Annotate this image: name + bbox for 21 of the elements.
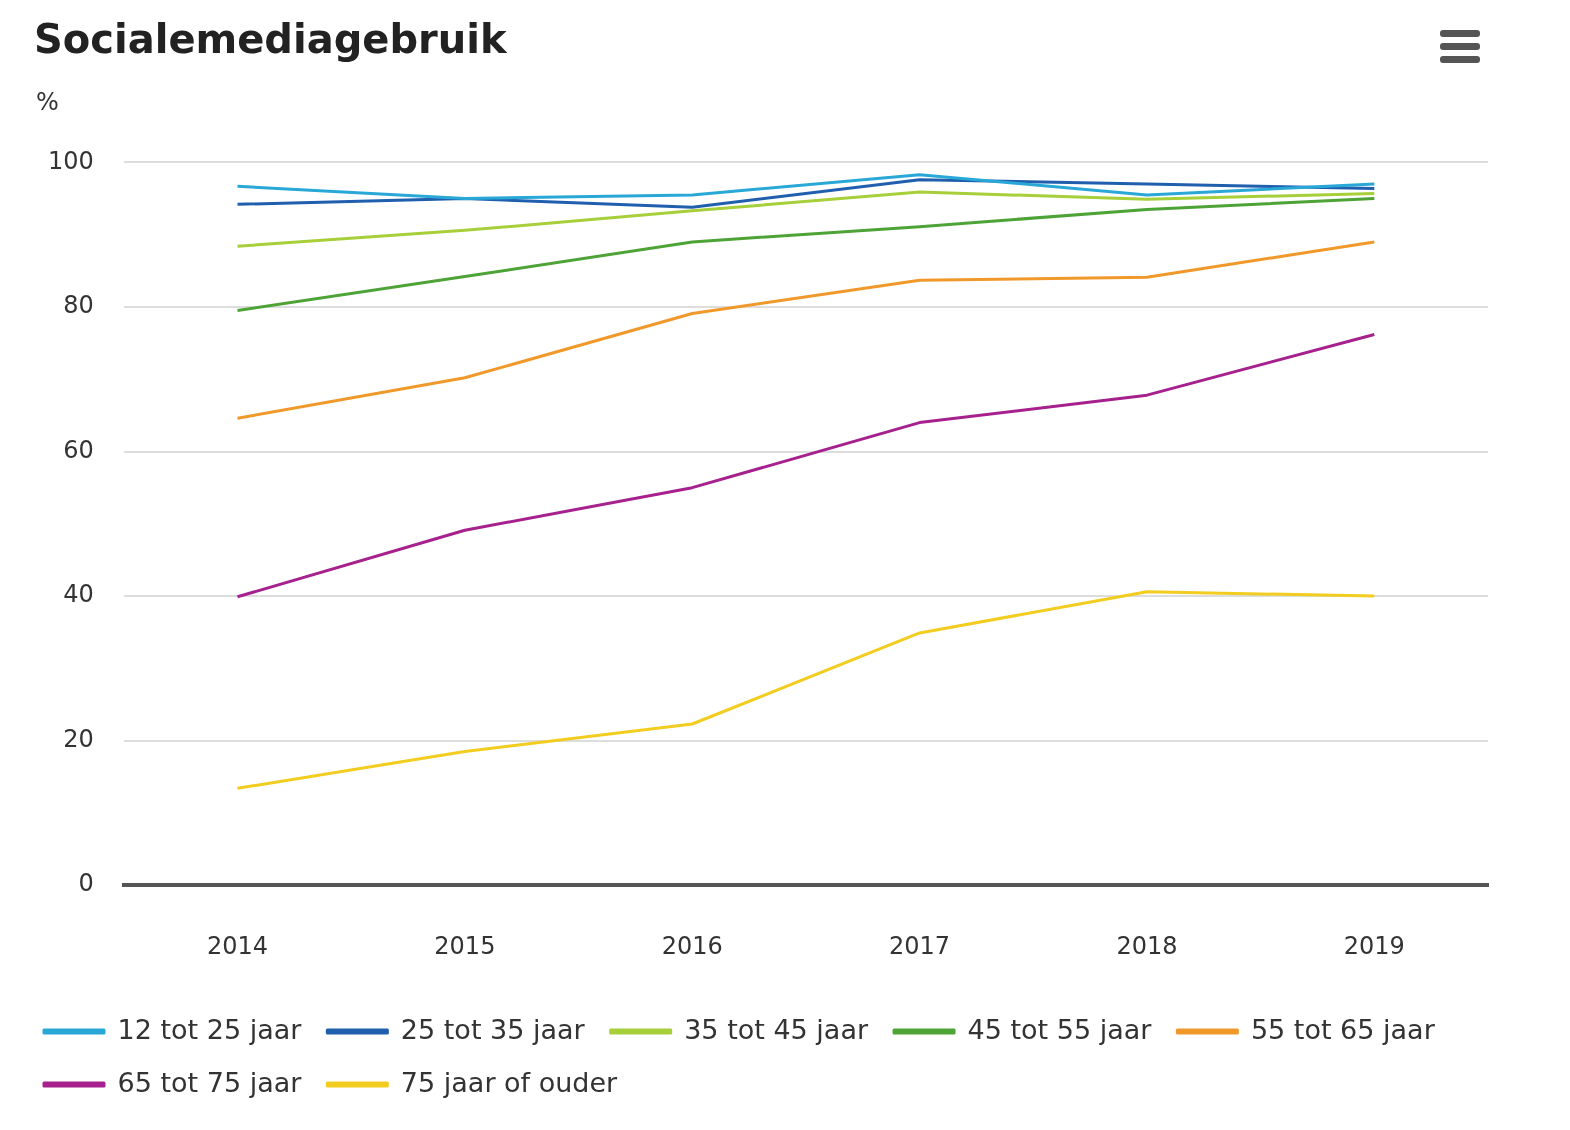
chart-title: Socialemediagebruik <box>34 16 507 62</box>
x-tick-label: 2015 <box>434 931 496 960</box>
y-tick-label: 20 <box>63 724 94 753</box>
y-axis-title: % <box>36 88 59 116</box>
y-tick-label: 100 <box>48 146 94 175</box>
x-tick-label: 2018 <box>1116 931 1178 960</box>
legend-label: 35 tot 45 jaar <box>684 1013 869 1045</box>
legend-label: 45 tot 55 jaar <box>967 1013 1153 1045</box>
legend-label: 55 tot 65 jaar <box>1250 1013 1436 1045</box>
x-tick-label: 2017 <box>889 931 951 960</box>
legend-label: 12 tot 25 jaar <box>117 1013 303 1045</box>
y-tick-label: 40 <box>63 580 94 609</box>
y-tick-label: 60 <box>63 435 94 464</box>
x-tick-label: 2019 <box>1343 931 1405 960</box>
x-tick-label: 2014 <box>206 931 269 960</box>
y-tick-label: 0 <box>78 869 94 898</box>
legend-label: 25 tot 35 jaar <box>400 1013 586 1045</box>
y-tick-label: 80 <box>63 291 94 320</box>
x-tick-label: 2016 <box>661 931 723 960</box>
legend-label: 65 tot 75 jaar <box>117 1066 303 1098</box>
legend-label: 75 jaar of ouder <box>400 1066 619 1098</box>
